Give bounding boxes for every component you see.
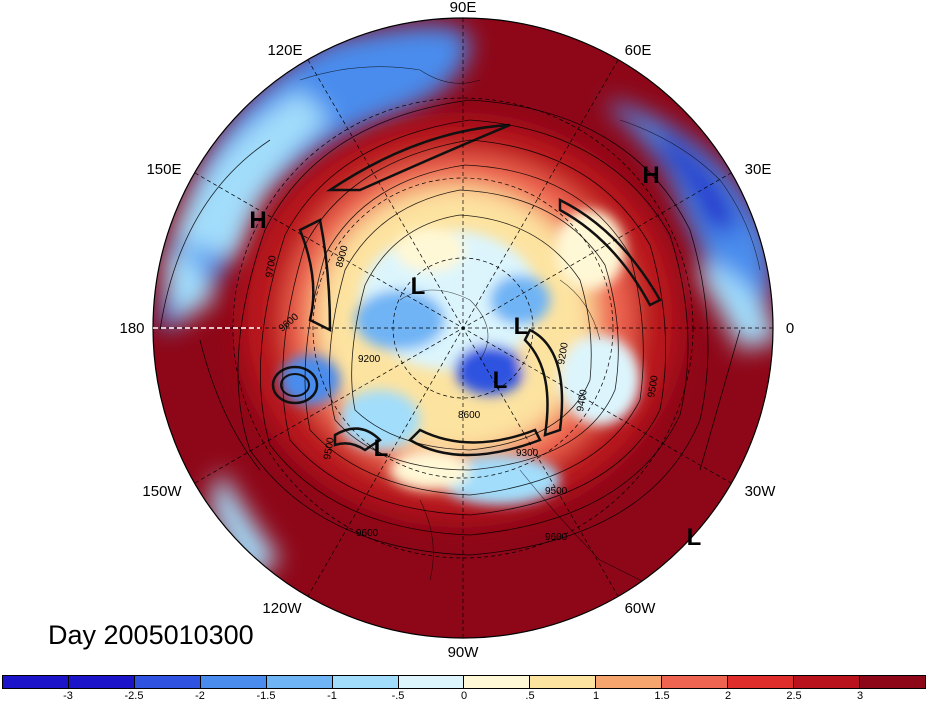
colorbar-cell: [596, 676, 663, 688]
low-pressure-marker: L: [411, 273, 426, 300]
pressure-systems: H H L L L L L: [249, 162, 701, 551]
low-pressure-marker: L: [374, 435, 389, 462]
low-pressure-marker: L: [493, 367, 508, 394]
polar-map: 90E 60E 30E 0 30W 60W 90W 120W 150W 180 …: [119, 0, 794, 661]
high-pressure-marker: H: [642, 162, 659, 189]
colorbar-tick-label: 2.5: [786, 690, 802, 702]
colorbar-tick-label: 2: [724, 690, 732, 702]
contour-label: 9500: [646, 374, 661, 398]
colorbar-tick-label: .5: [525, 690, 535, 702]
lon-label-120e: 120E: [267, 42, 302, 59]
colorbar-labels: -3 -2.5 -2 -1.5 -1 -.5 0 .5 1 1.5 2 2.5 3: [2, 690, 926, 702]
contour-label: 9200: [556, 341, 571, 365]
low-pressure-marker: L: [514, 313, 529, 340]
colorbar-cell: [794, 676, 860, 688]
colorbar-tick-label: -2.5: [124, 690, 144, 702]
colorbar-tick-label: 3: [856, 690, 864, 702]
colorbar-tick-label: 0: [460, 690, 468, 702]
colorbar-cell: [200, 676, 267, 688]
lon-label-90e: 90E: [450, 0, 477, 16]
longitude-labels: 90E 60E 30E 0 30W 60W 90W 120W 150W 180 …: [119, 0, 794, 661]
lon-label-180: 180: [119, 320, 144, 337]
contour-label: 9700: [264, 254, 279, 278]
lon-label-150e: 150E: [146, 161, 181, 178]
lon-label-30w: 30W: [745, 483, 777, 500]
contour-label: 9400: [575, 388, 590, 412]
lon-label-90w: 90W: [448, 644, 480, 661]
colorbar-tick-label: -2: [195, 690, 205, 702]
contour-label: 9200: [358, 354, 381, 365]
colorbar-cell: [68, 676, 135, 688]
lon-label-0: 0: [786, 320, 794, 337]
lon-label-120w: 120W: [262, 600, 302, 617]
colorbar-cell: [662, 676, 729, 688]
day-title: Day 2005010300: [48, 620, 254, 650]
colorbar-cell: [134, 676, 201, 688]
colorbar-cell: [530, 676, 597, 688]
colorbar-cell: [398, 676, 465, 688]
lon-label-60w: 60W: [625, 600, 657, 617]
contour-label: 9600: [356, 528, 379, 539]
colorbar-cell: [728, 676, 795, 688]
colorbar-tick-label: 1: [592, 690, 600, 702]
contour-label: 9300: [516, 448, 539, 459]
contour-label: 9500: [322, 436, 337, 460]
high-pressure-marker: H: [249, 207, 266, 234]
colorbar-tick-label: 1.5: [654, 690, 670, 702]
colorbar-tick-label: -3: [63, 690, 73, 702]
contour-label: 8600: [458, 410, 481, 421]
colorbar: [2, 675, 926, 689]
colorbar-tick-label: -1.5: [256, 690, 276, 702]
colorbar-cell: [859, 676, 925, 688]
colorbar-tick-label: -.5: [391, 690, 405, 702]
lon-label-30e: 30E: [745, 161, 772, 178]
contour-label: 9600: [545, 532, 568, 543]
contour-labels: 9700 8900 9600 9200 9400 9300 9500 8600 …: [264, 244, 661, 543]
graticule: [153, 18, 773, 638]
colorbar-cell: [266, 676, 333, 688]
lon-label-60e: 60E: [625, 42, 652, 59]
contour-label: 9500: [545, 486, 568, 497]
lon-label-150w: 150W: [142, 483, 182, 500]
colorbar-cell: [3, 676, 69, 688]
anomaly-field: [153, 18, 773, 638]
colorbar-cell: [332, 676, 399, 688]
low-pressure-marker: L: [687, 524, 702, 551]
colorbar-cell: [464, 676, 531, 688]
colorbar-tick-label: -1: [327, 690, 337, 702]
